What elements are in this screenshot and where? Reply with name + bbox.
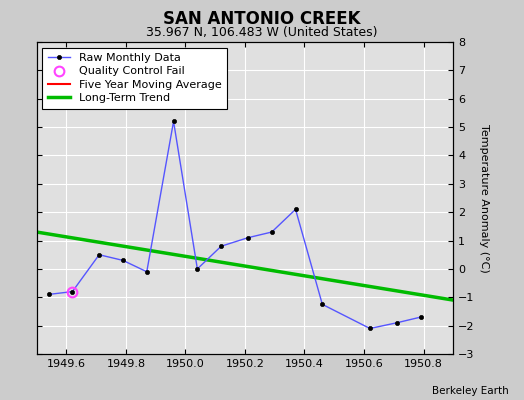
Text: Berkeley Earth: Berkeley Earth <box>432 386 508 396</box>
Text: 35.967 N, 106.483 W (United States): 35.967 N, 106.483 W (United States) <box>146 26 378 39</box>
Legend: Raw Monthly Data, Quality Control Fail, Five Year Moving Average, Long-Term Tren: Raw Monthly Data, Quality Control Fail, … <box>42 48 227 109</box>
Text: SAN ANTONIO CREEK: SAN ANTONIO CREEK <box>163 10 361 28</box>
Y-axis label: Temperature Anomaly (°C): Temperature Anomaly (°C) <box>478 124 488 272</box>
